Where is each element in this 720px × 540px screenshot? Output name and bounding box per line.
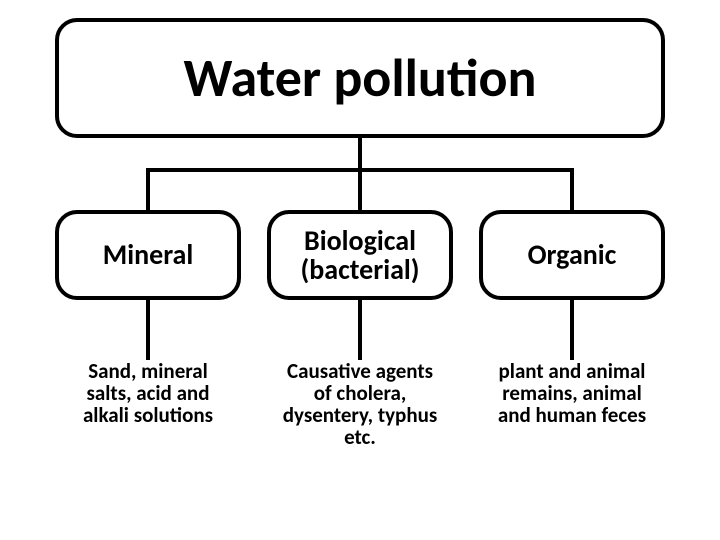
root-label: Water pollution [184, 50, 537, 107]
detail-label: plant and animal remains, animal and hum… [492, 360, 652, 426]
detail-node-mineral: Sand, mineral salts, acid and alkali sol… [68, 360, 228, 426]
connector-to-cat3 [570, 168, 574, 210]
category-label: Organic [528, 240, 617, 269]
category-label: Mineral [103, 240, 194, 269]
detail-node-biological: Causative agents of cholera, dysentery, … [280, 360, 440, 448]
connector-to-det3 [570, 300, 574, 360]
detail-node-organic: plant and animal remains, animal and hum… [492, 360, 652, 426]
connector-to-cat1 [146, 168, 150, 210]
category-node-organic: Organic [479, 210, 665, 300]
connector-root-down [358, 138, 362, 168]
root-node: Water pollution [55, 18, 665, 138]
category-label: Biological (bacterial) [271, 226, 449, 285]
connector-to-cat2 [358, 168, 362, 210]
category-node-biological: Biological (bacterial) [267, 210, 453, 300]
category-node-mineral: Mineral [55, 210, 241, 300]
connector-to-det1 [146, 300, 150, 360]
detail-label: Causative agents of cholera, dysentery, … [280, 360, 440, 448]
detail-label: Sand, mineral salts, acid and alkali sol… [68, 360, 228, 426]
connector-to-det2 [358, 300, 362, 360]
